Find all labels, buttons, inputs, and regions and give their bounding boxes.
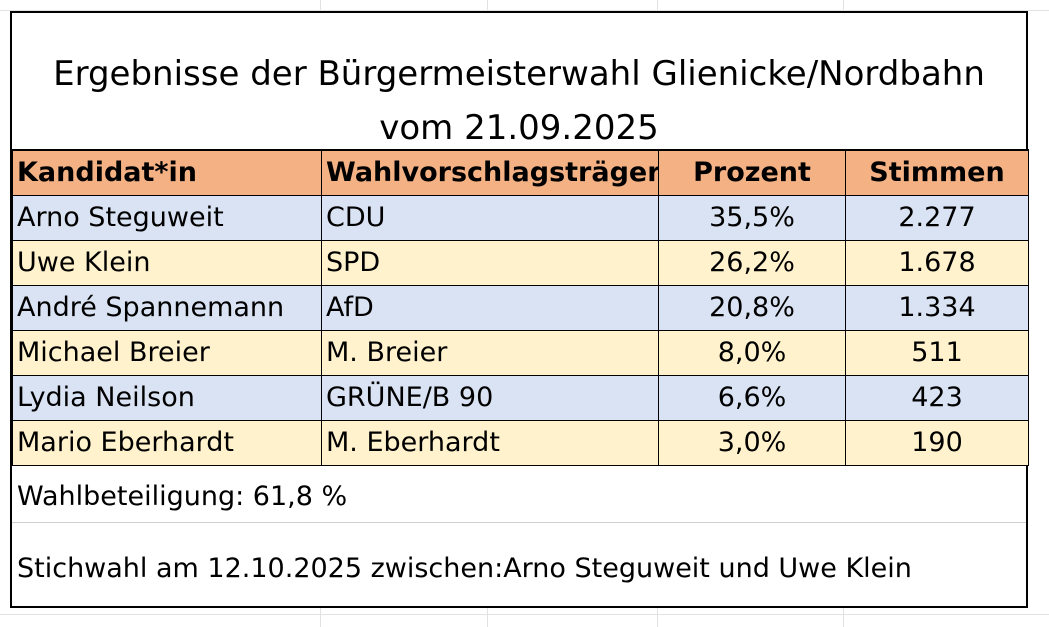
candidate-cell[interactable]: Arno Steguweit xyxy=(12,194,322,241)
title-line-1: Ergebnisse der Bürgermeisterwahl Glienic… xyxy=(53,54,985,94)
turnout-text[interactable]: Wahlbeteiligung: 61,8 % xyxy=(17,481,348,512)
party-cell[interactable]: AfD xyxy=(321,284,659,331)
table-row: Arno Steguweit CDU 35,5% 2.277 xyxy=(12,194,1029,241)
percent-cell[interactable]: 20,8% xyxy=(658,284,846,331)
table-row: Uwe Klein SPD 26,2% 1.678 xyxy=(12,239,1029,286)
votes-cell[interactable]: 1.334 xyxy=(845,284,1029,331)
votes-cell[interactable]: 1.678 xyxy=(845,239,1029,286)
header-votes[interactable]: Stimmen xyxy=(845,149,1029,196)
candidate-cell[interactable]: Mario Eberhardt xyxy=(12,419,322,466)
party-cell[interactable]: CDU xyxy=(321,194,659,241)
votes-cell[interactable]: 511 xyxy=(845,329,1029,376)
party-cell[interactable]: SPD xyxy=(321,239,659,286)
header-candidate[interactable]: Kandidat*in xyxy=(12,149,322,196)
party-cell[interactable]: M. Breier xyxy=(321,329,659,376)
row-divider xyxy=(12,522,1026,523)
title-line-2: vom 21.09.2025 xyxy=(379,108,659,148)
candidate-cell[interactable]: Uwe Klein xyxy=(12,239,322,286)
percent-cell[interactable]: 3,0% xyxy=(658,419,846,466)
results-sheet: Ergebnisse der Bürgermeisterwahl Glienic… xyxy=(10,11,1029,608)
table-row: Lydia Neilson GRÜNE/B 90 6,6% 423 xyxy=(12,374,1029,421)
candidate-cell[interactable]: Michael Breier xyxy=(12,329,322,376)
percent-cell[interactable]: 6,6% xyxy=(658,374,846,421)
votes-cell[interactable]: 423 xyxy=(845,374,1029,421)
header-row: Kandidat*in Wahlvorschlagsträger Prozent… xyxy=(12,149,1029,196)
votes-cell[interactable]: 190 xyxy=(845,419,1029,466)
candidate-cell[interactable]: André Spannemann xyxy=(12,284,322,331)
table-row: André Spannemann AfD 20,8% 1.334 xyxy=(12,284,1029,331)
header-party[interactable]: Wahlvorschlagsträger xyxy=(321,149,659,196)
percent-cell[interactable]: 35,5% xyxy=(658,194,846,241)
results-table: Kandidat*in Wahlvorschlagsträger Prozent… xyxy=(12,149,1029,466)
percent-cell[interactable]: 26,2% xyxy=(658,239,846,286)
table-row: Michael Breier M. Breier 8,0% 511 xyxy=(12,329,1029,376)
candidate-cell[interactable]: Lydia Neilson xyxy=(12,374,322,421)
percent-cell[interactable]: 8,0% xyxy=(658,329,846,376)
votes-cell[interactable]: 2.277 xyxy=(845,194,1029,241)
runoff-text[interactable]: Stichwahl am 12.10.2025 zwischen:Arno St… xyxy=(17,553,912,584)
header-percent[interactable]: Prozent xyxy=(658,149,846,196)
party-cell[interactable]: GRÜNE/B 90 xyxy=(321,374,659,421)
party-cell[interactable]: M. Eberhardt xyxy=(321,419,659,466)
page-title: Ergebnisse der Bürgermeisterwahl Glienic… xyxy=(12,47,1026,155)
table-row: Mario Eberhardt M. Eberhardt 3,0% 190 xyxy=(12,419,1029,466)
